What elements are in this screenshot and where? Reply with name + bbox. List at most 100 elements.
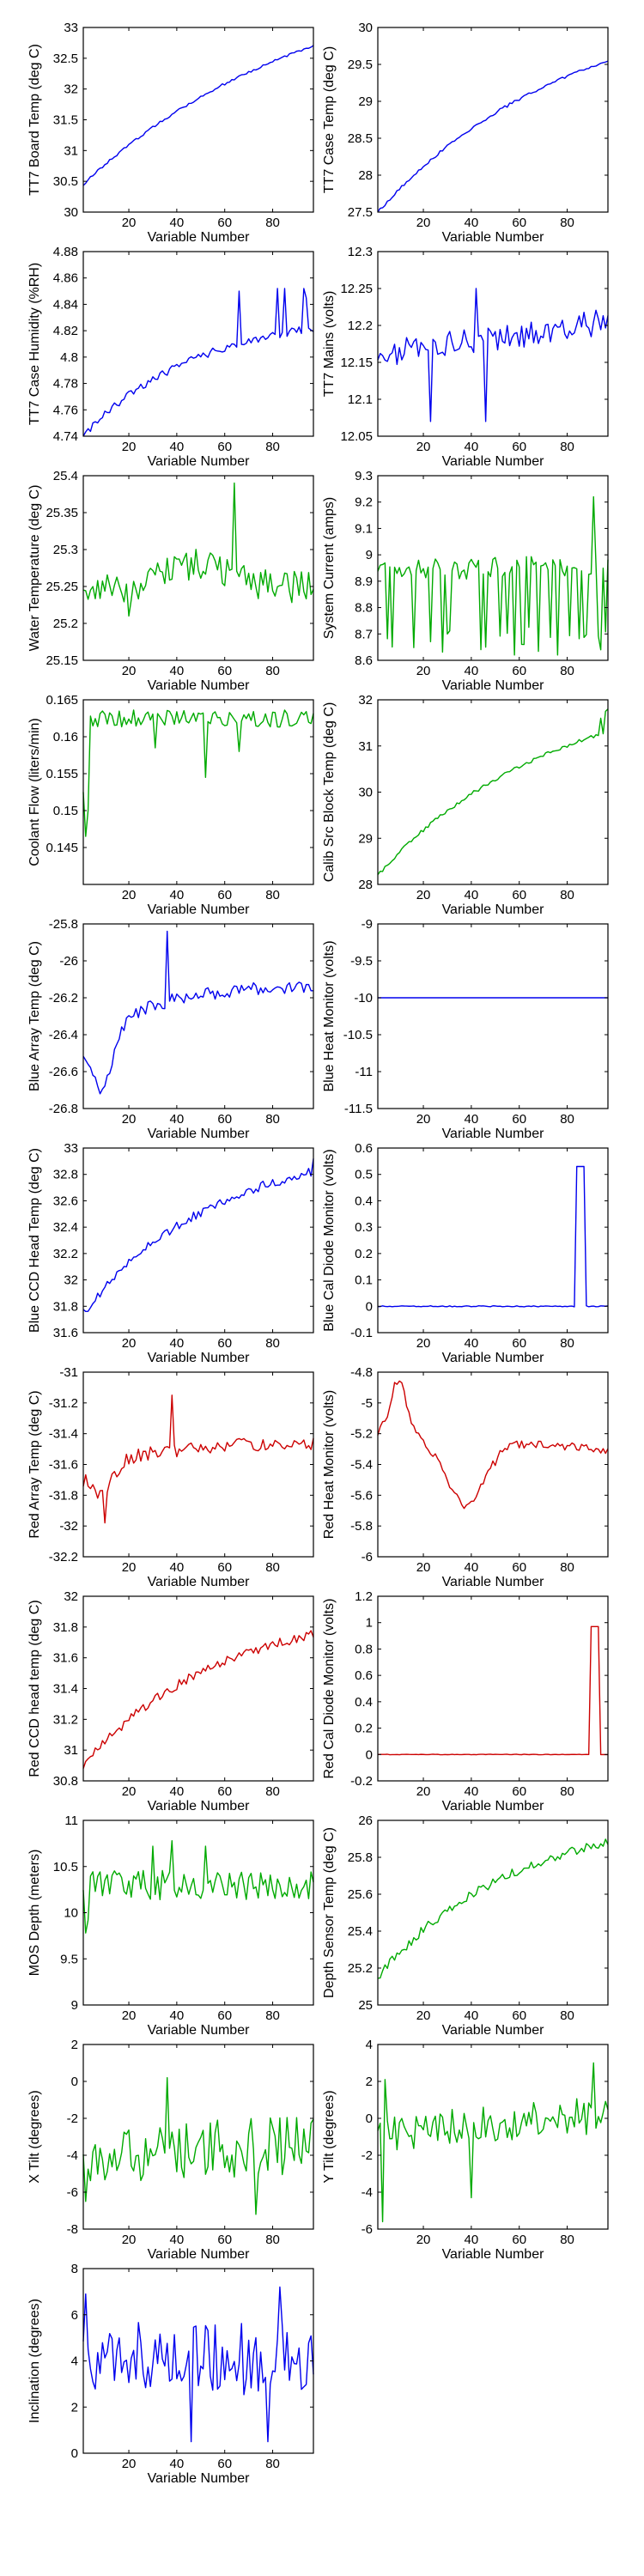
y-tick-label: -6 <box>361 2222 373 2237</box>
y-tick-label: 12.3 <box>348 245 373 259</box>
y-tick-label: -26.8 <box>49 1102 78 1116</box>
y-tick-label: 32 <box>64 82 78 97</box>
y-tick-label: -6 <box>67 2185 78 2200</box>
x-tick-label: 80 <box>560 1112 574 1127</box>
x-tick-label: 20 <box>416 216 431 230</box>
y-tick-label: 10 <box>64 1906 78 1921</box>
x-axis-label: Variable Number <box>148 230 251 245</box>
x-tick-label: 20 <box>122 216 137 230</box>
plot-frame <box>377 27 609 213</box>
chart-panel: 20 40 60 80 27.5 28 28.5 29 29.5 30 Variable Numbe… <box>322 21 609 245</box>
y-tick-label: -6 <box>361 1550 373 1564</box>
y-tick-label: 0.6 <box>355 1141 373 1156</box>
chart-panel: 20 40 60 80 0 2 4 6 8 Variable Number Inclination … <box>27 2262 314 2486</box>
y-tick-label: 31 <box>64 1743 78 1758</box>
x-axis-label: Variable Number <box>442 1575 545 1589</box>
x-tick-label: 60 <box>217 2457 232 2471</box>
series-line <box>82 2077 314 2215</box>
x-tick-label: 40 <box>170 216 185 230</box>
y-tick-label: 8.7 <box>355 627 373 641</box>
y-tick-label: 8.6 <box>355 653 373 668</box>
chart-panel: 20 40 60 80 31.6 31.8 32 32.2 32.4 32.6 32.8 33 Vari… <box>27 1141 314 1365</box>
series-line <box>377 2062 609 2223</box>
x-tick-label: 60 <box>217 440 232 454</box>
x-tick-label: 20 <box>416 664 431 678</box>
y-tick-label: -2 <box>361 2148 373 2163</box>
y-tick-label: 12.05 <box>340 429 373 444</box>
y-tick-label: -10.5 <box>343 1028 373 1042</box>
chart-panel: 20 40 60 80 -26.8 -26.6 -26.4 -26.2 -26 -25.8 Vari… <box>27 917 314 1141</box>
x-tick-label: 20 <box>122 1336 137 1351</box>
y-axis-label: Water Temperature (deg C) <box>27 485 42 652</box>
x-tick-label: 80 <box>560 1336 574 1351</box>
y-tick-label: 31.2 <box>53 1712 78 1727</box>
y-tick-label: 0.15 <box>53 804 78 818</box>
x-tick-label: 80 <box>265 1112 280 1127</box>
y-axis-label: TT7 Case Temp (deg C) <box>322 46 337 193</box>
y-tick-label: 29 <box>358 831 373 846</box>
y-tick-label: 12.1 <box>348 392 373 407</box>
y-tick-label: 0.16 <box>53 730 78 744</box>
y-tick-label: 25.3 <box>53 543 78 557</box>
x-tick-label: 40 <box>465 888 479 902</box>
y-tick-label: 30 <box>358 786 373 800</box>
y-tick-label: 25.4 <box>348 1924 373 1939</box>
x-axis-label: Variable Number <box>148 1127 251 1141</box>
x-tick-label: 60 <box>512 1560 526 1575</box>
x-axis-label: Variable Number <box>148 1351 251 1365</box>
x-axis-label: Variable Number <box>148 454 251 469</box>
x-tick-label: 40 <box>170 664 185 678</box>
x-tick-label: 20 <box>122 1784 137 1799</box>
x-tick-label: 40 <box>170 440 185 454</box>
y-tick-label: 25.25 <box>46 580 78 594</box>
plot-frame <box>82 699 314 885</box>
y-tick-label: 0 <box>366 1747 373 1762</box>
x-tick-label: 20 <box>122 1112 137 1127</box>
series-line <box>82 1158 314 1312</box>
x-tick-label: 60 <box>512 216 526 230</box>
y-axis-label: System Current (amps) <box>322 497 337 639</box>
x-axis-label: Variable Number <box>148 2247 251 2262</box>
plot-frame <box>82 251 314 437</box>
y-tick-label: 26 <box>358 1814 373 1828</box>
x-tick-label: 80 <box>560 440 574 454</box>
y-axis-label: Blue Cal Diode Monitor (volts) <box>322 1149 337 1332</box>
x-axis-label: Variable Number <box>148 678 251 693</box>
y-tick-label: -32.2 <box>49 1550 78 1564</box>
plot-frame <box>377 251 609 437</box>
x-tick-label: 40 <box>465 1112 479 1127</box>
y-tick-label: -5.4 <box>350 1458 373 1473</box>
x-tick-label: 60 <box>512 2233 526 2247</box>
chart-panel: 20 40 60 80 -0.1 0 0.1 0.2 0.3 0.4 0.5 0.6 Variable … <box>322 1141 609 1365</box>
x-tick-label: 40 <box>465 216 479 230</box>
x-tick-label: 40 <box>170 1112 185 1127</box>
y-tick-label: -32 <box>59 1519 78 1534</box>
y-tick-label: 30.5 <box>53 174 78 189</box>
x-tick-label: 60 <box>217 1784 232 1799</box>
y-tick-label: 4.82 <box>53 324 78 338</box>
plot-frame <box>82 2044 314 2230</box>
series-line <box>377 495 609 656</box>
y-tick-label: -31.8 <box>49 1488 78 1503</box>
x-tick-label: 20 <box>416 440 431 454</box>
y-tick-label: 0.145 <box>46 841 78 855</box>
x-tick-label: 60 <box>217 888 232 902</box>
x-axis-label: Variable Number <box>148 1799 251 1814</box>
x-tick-label: 60 <box>512 888 526 902</box>
x-tick-label: 20 <box>416 1336 431 1351</box>
plot-frame <box>377 699 609 885</box>
y-tick-label: 4.88 <box>53 245 78 259</box>
x-tick-label: 40 <box>465 1336 479 1351</box>
y-tick-label: -4 <box>361 2185 373 2200</box>
y-tick-label: 0 <box>366 1299 373 1314</box>
x-tick-label: 40 <box>465 2233 479 2247</box>
chart-panel: 20 40 60 80 12.05 12.1 12.15 12.2 12.25 12.3 Varia… <box>322 245 609 469</box>
y-tick-label: 25.2 <box>53 617 78 631</box>
chart-panel: 20 40 60 80 -6 -5.8 -5.6 -5.4 -5.2 -5 -4.8 Variable… <box>322 1365 609 1589</box>
y-tick-label: 4 <box>366 2038 373 2052</box>
y-tick-label: 9.5 <box>60 1952 78 1966</box>
y-tick-label: 28 <box>358 878 373 892</box>
y-tick-label: 0 <box>71 2075 78 2089</box>
y-tick-label: 8.8 <box>355 601 373 616</box>
x-tick-label: 60 <box>217 2008 232 2023</box>
